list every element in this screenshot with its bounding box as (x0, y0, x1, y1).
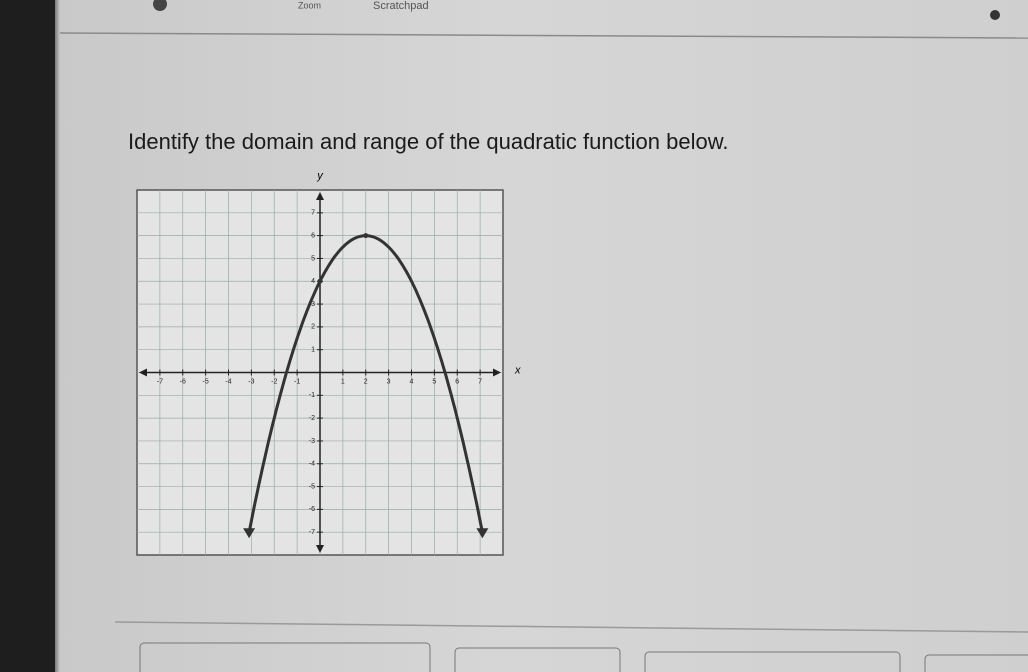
question-text: Identify the domain and range of the qua… (128, 129, 729, 154)
y-tick-label: -4 (309, 461, 315, 468)
y-tick-label: 5 (311, 255, 315, 262)
x-tick-label: 7 (478, 378, 482, 385)
x-tick-label: -6 (180, 378, 186, 385)
y-tick-label: -3 (309, 438, 315, 445)
x-tick-label: 2 (364, 378, 368, 385)
y-tick-label: 2 (311, 324, 315, 331)
y-tick-label: 7 (311, 210, 315, 217)
x-tick-label: 1 (341, 378, 345, 385)
x-tick-label: -1 (294, 378, 300, 385)
x-tick-label: -4 (225, 378, 231, 385)
scratchpad-button[interactable]: Scratchpad (373, 0, 429, 12)
y-tick-label: -1 (309, 392, 315, 399)
y-tick-label: -7 (309, 529, 315, 536)
vertex-point (363, 233, 369, 239)
answer-box[interactable] (644, 651, 901, 672)
y-tick-label: 4 (311, 278, 315, 285)
x-axis-label: x (514, 364, 521, 376)
x-tick-label: 5 (432, 378, 436, 385)
x-tick-label: -2 (271, 378, 277, 385)
x-tick-label: -5 (203, 378, 209, 385)
x-tick-label: 6 (455, 378, 459, 385)
x-tick-label: 4 (410, 378, 414, 385)
y-tick-label: 1 (311, 347, 315, 354)
divider (114, 621, 1028, 633)
left-edge (0, 0, 55, 672)
y-tick-label: 6 (311, 232, 315, 239)
y-tick-label: -2 (309, 415, 315, 422)
status-dot (990, 10, 1000, 20)
graph: x y -7 -6 -5 -4 -3 -2 -1 1 2 3 4 5 6 7 -7 -6 -5 -4 -3 -2 -1 1 2 3… (136, 170, 521, 556)
y-tick-label: -6 (309, 506, 315, 513)
y-tick-label: 3 (311, 301, 315, 308)
x-tick-label: -7 (157, 378, 163, 385)
x-tick-label: 3 (387, 378, 391, 385)
x-tick-label: -3 (248, 378, 254, 385)
answer-box[interactable] (924, 654, 1028, 672)
curve-arrow (243, 528, 256, 539)
y-tick-label: -5 (309, 483, 315, 490)
answer-box[interactable] (454, 647, 621, 672)
answer-box[interactable] (139, 642, 431, 672)
toolbar-divider (59, 32, 1028, 39)
intercept-point (317, 278, 323, 284)
zoom-button[interactable]: Zoom (298, 0, 321, 10)
y-axis-label: y (316, 170, 324, 182)
curve-arrow (476, 528, 489, 539)
toolbar-icon[interactable] (153, 0, 167, 11)
